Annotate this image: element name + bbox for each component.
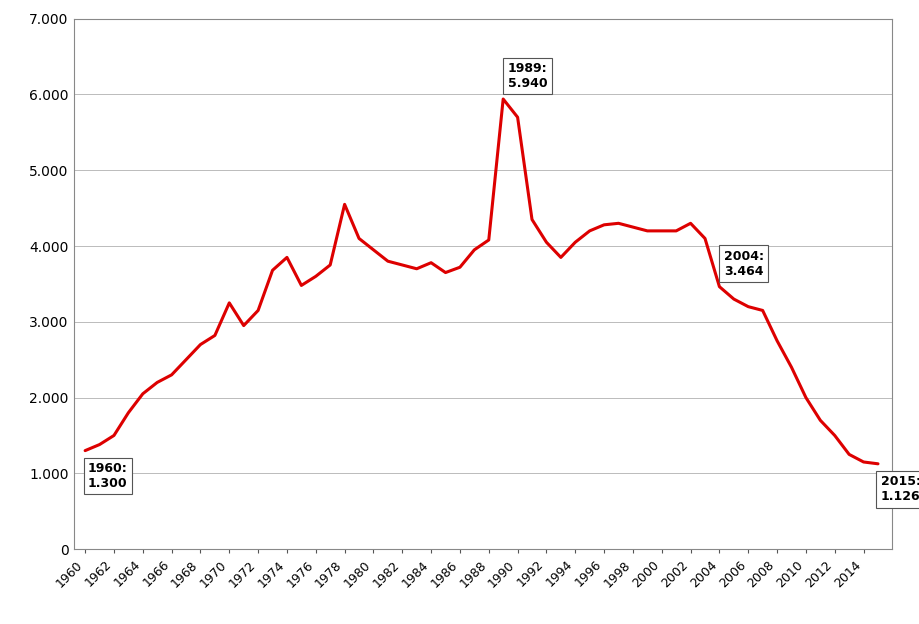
Text: 2015:
1.126: 2015: 1.126 xyxy=(879,475,919,503)
Text: 2004:
3.464: 2004: 3.464 xyxy=(723,250,763,278)
Text: 1989:
5.940: 1989: 5.940 xyxy=(507,62,547,90)
Text: 1960:
1.300: 1960: 1.300 xyxy=(88,462,128,490)
